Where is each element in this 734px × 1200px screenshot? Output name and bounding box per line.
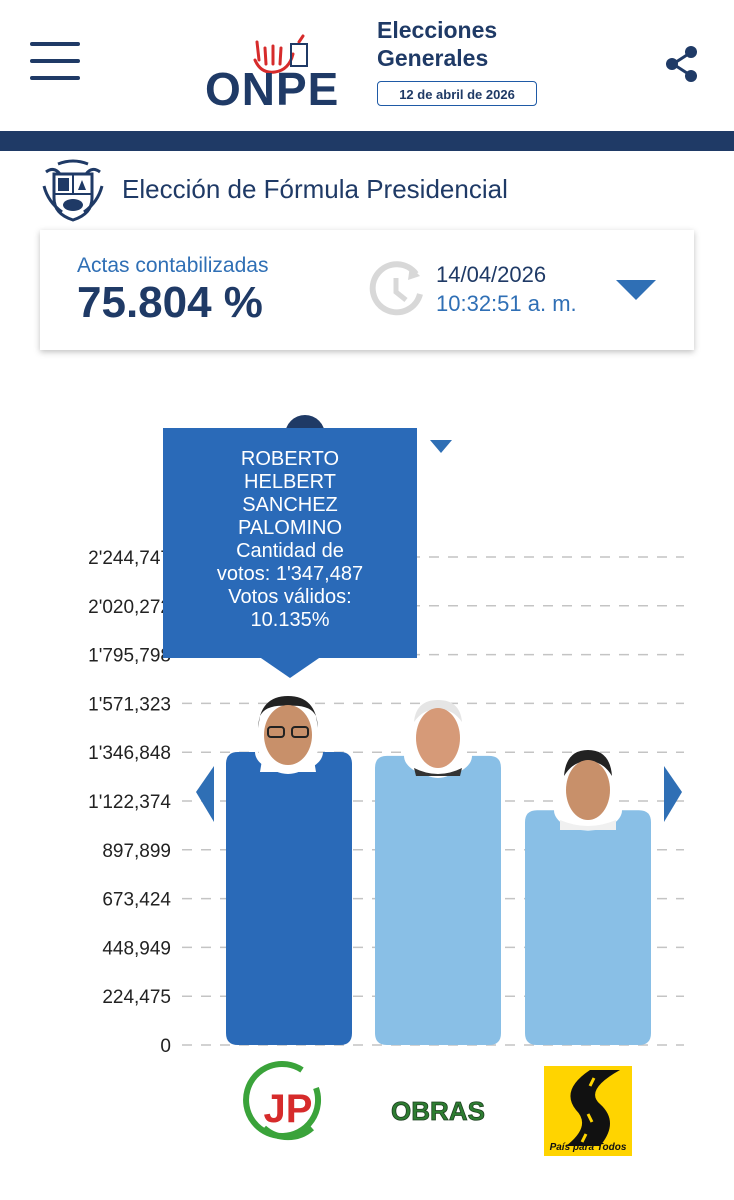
- y-tick-label: 448,949: [102, 938, 171, 959]
- y-tick-label: 1'122,374: [88, 792, 171, 813]
- candidate-photo-1[interactable]: [256, 696, 320, 774]
- y-axis-labels: 0 224,475 448,949 673,424 897,899 1'122,374 1'…: [88, 548, 171, 1057]
- y-tick-label: 1'795,798: [88, 646, 171, 667]
- menu-button[interactable]: [30, 42, 80, 82]
- party-logo-pais-para-todos[interactable]: País para Todos: [544, 1066, 632, 1156]
- onpe-hand-icon: [253, 34, 308, 74]
- svg-text:JP: JP: [264, 1087, 313, 1131]
- candidate-tooltip: ROBERTO HELBERT SANCHEZ PALOMINO Cantida…: [163, 428, 417, 658]
- tooltip-name-line: ROBERTO: [240, 448, 340, 470]
- svg-text:País para Todos: País para Todos: [550, 1142, 627, 1153]
- dropdown-toggle-icon[interactable]: [616, 280, 656, 300]
- history-clock-icon: [369, 261, 423, 316]
- election-date-badge: 12 de abril de 2026: [377, 81, 537, 106]
- election-title: Elecciones Generales: [377, 17, 498, 71]
- update-date: 14/04/2026: [436, 262, 547, 287]
- tooltip-name-line: PALOMINO: [237, 517, 343, 539]
- tooltip-name-line: SANCHEZ: [242, 494, 338, 516]
- tooltip-votes-value: votos: 1'347,487: [216, 563, 364, 585]
- y-tick-label: 673,424: [102, 890, 171, 911]
- peru-coat-of-arms-icon: [42, 159, 104, 222]
- y-tick-label: 897,899: [102, 841, 171, 862]
- tooltip-name-line: HELBERT: [244, 471, 336, 493]
- actas-card: Actas contabilizadas 75.804 % 14/04/2026…: [40, 230, 694, 350]
- menu-bar-icon: [30, 59, 80, 63]
- tooltip-votes-label: Cantidad de: [236, 540, 344, 562]
- candidate-bar-1[interactable]: [226, 752, 352, 1045]
- candidate-bar-2[interactable]: [375, 755, 501, 1045]
- tooltip-pointer: [258, 656, 322, 678]
- candidate-bar-3[interactable]: [525, 810, 651, 1045]
- actas-label: Actas contabilizadas: [77, 254, 269, 277]
- prev-arrow-icon[interactable]: [196, 766, 214, 822]
- menu-bar-icon: [30, 42, 80, 46]
- onpe-logo: ONPE: [205, 63, 340, 115]
- party-logo-obras[interactable]: OBRAS: [391, 1096, 486, 1127]
- presidential-results-chart: 0 224,475 448,949 673,424 897,899 1'122,374 1'…: [88, 548, 684, 1156]
- section-title: Elección de Fórmula Presidencial: [122, 174, 508, 204]
- header-divider-bar: [0, 131, 734, 151]
- actas-percentage: 75.804 %: [77, 278, 263, 327]
- next-arrow-icon[interactable]: [664, 766, 682, 822]
- y-tick-label: 224,475: [102, 987, 171, 1008]
- share-icon[interactable]: [662, 44, 702, 84]
- tooltip-valid-value: 10.135%: [250, 609, 330, 631]
- update-time: 10:32:51 a. m.: [436, 291, 577, 316]
- y-tick-label: 0: [160, 1036, 171, 1057]
- y-tick-label: 1'571,323: [88, 694, 171, 715]
- y-tick-label: 2'020,272: [88, 597, 171, 618]
- tooltip-valid-label: Votos válidos:: [228, 586, 352, 608]
- chart-options-dropdown-icon[interactable]: [430, 440, 452, 453]
- chart-bars: [226, 752, 651, 1045]
- party-logo-juntos-por-el-peru[interactable]: JP: [243, 1060, 321, 1141]
- menu-bar-icon: [30, 76, 80, 80]
- y-tick-label: 2'244,747: [88, 548, 171, 569]
- candidate-photo-3[interactable]: [558, 750, 618, 830]
- candidate-photo-2[interactable]: [408, 700, 468, 778]
- svg-text:OBRAS: OBRAS: [391, 1096, 485, 1126]
- y-tick-label: 1'346,848: [88, 743, 171, 764]
